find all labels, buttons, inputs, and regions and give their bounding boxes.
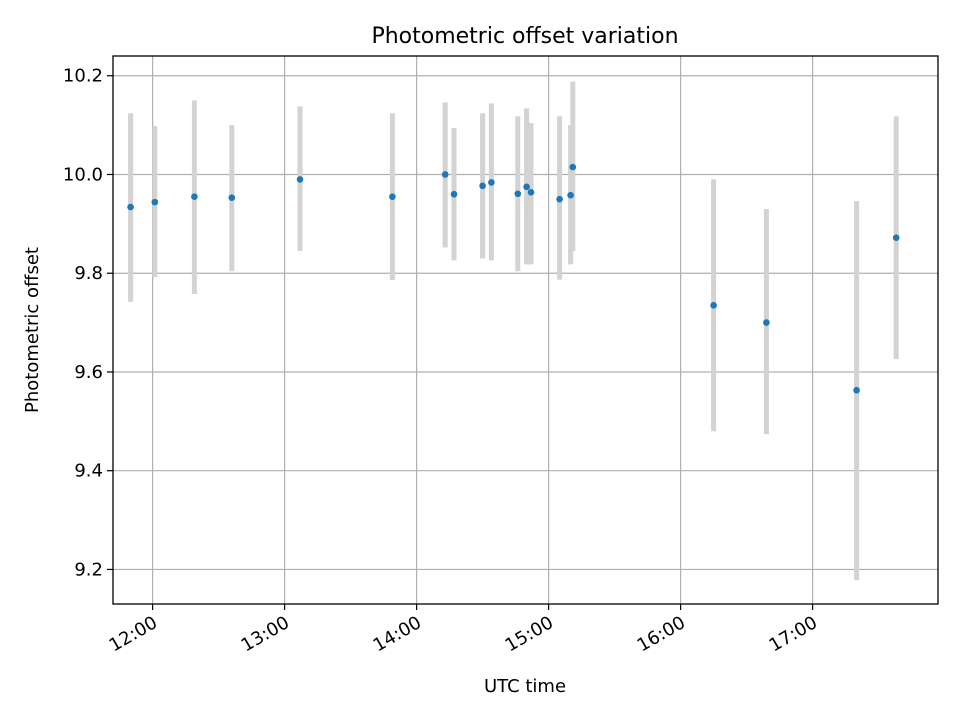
y-tick-label: 9.2 — [74, 559, 103, 580]
chart-title: Photometric offset variation — [371, 24, 678, 49]
data-point — [523, 183, 530, 191]
y-tick-label: 9.6 — [74, 362, 103, 383]
data-point — [763, 319, 770, 326]
y-tick-label: 9.4 — [74, 461, 103, 482]
x-axis-label: UTC time — [484, 676, 566, 697]
data-point — [479, 182, 486, 190]
data-point — [127, 203, 134, 211]
data-point — [228, 194, 236, 201]
data-point — [151, 198, 159, 206]
data-point — [853, 386, 860, 394]
data-point — [569, 163, 577, 171]
data-point — [556, 195, 563, 203]
data-point — [488, 179, 495, 186]
y-tick-label: 10.2 — [63, 66, 103, 87]
data-point — [710, 302, 717, 309]
y-tick-label: 10.0 — [63, 164, 103, 185]
data-point — [450, 190, 458, 198]
data-point — [514, 190, 522, 198]
data-point — [296, 176, 304, 183]
y-tick-label: 9.8 — [74, 263, 103, 284]
data-point — [389, 193, 396, 201]
data-point — [892, 234, 900, 241]
data-point — [527, 188, 535, 196]
y-axis-label: Photometric offset — [22, 247, 43, 413]
data-point — [567, 191, 574, 199]
data-point — [441, 171, 449, 178]
data-point — [191, 193, 198, 201]
axes-frame — [112, 55, 939, 605]
